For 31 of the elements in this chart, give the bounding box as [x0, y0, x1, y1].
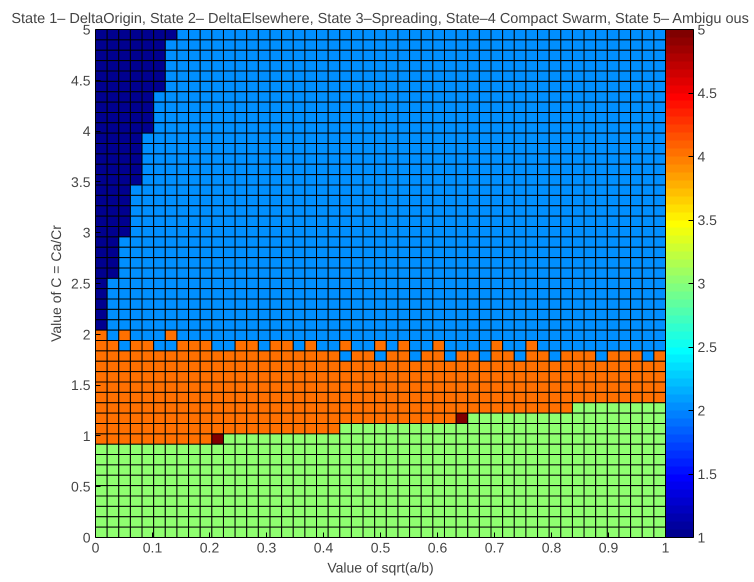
- y-tick-label: 0.5: [71, 478, 91, 495]
- x-tick-label: 0.3: [256, 540, 276, 556]
- y-tick-label: 3: [82, 224, 91, 241]
- x-axis-title: Value of sqrt(a/b): [327, 560, 434, 576]
- y-tick-label: 4.5: [71, 72, 91, 88]
- x-tick-label: 0.7: [484, 540, 504, 556]
- color-bar-label: 1: [698, 530, 706, 546]
- y-tick-label: 2: [82, 326, 91, 342]
- y-tick-label: 3.5: [71, 174, 91, 190]
- color-bar-label: 4: [698, 148, 706, 164]
- y-tick-label: 1: [82, 428, 91, 444]
- x-tick-label: 0.5: [370, 540, 390, 556]
- x-tick-label: 0.2: [200, 540, 220, 556]
- y-tick-label: 2.5: [71, 276, 91, 292]
- color-bar-label: 3.5: [698, 212, 718, 228]
- x-tick-label: 0.4: [314, 540, 334, 556]
- color-bar-label: 1.5: [698, 466, 718, 482]
- y-axis-title: Value of C = Ca/Cr: [48, 224, 64, 342]
- color-bar-label: 3: [698, 276, 706, 292]
- y-tick-label: 4: [82, 123, 91, 140]
- color-bar-label: 4.5: [698, 85, 718, 101]
- x-tick-label: 1: [662, 540, 670, 556]
- chart-title: State 1– DeltaOrigin, State 2– DeltaElsewhere, State 3–Spreading, State–4 Compact Swarm, State 5– Ambigu ous: [11, 11, 749, 27]
- color-bar-label: 2.5: [698, 339, 718, 355]
- color-bar-label: 2: [698, 402, 706, 418]
- y-tick-label: 0: [82, 530, 91, 546]
- x-tick-label: 0.6: [428, 540, 448, 556]
- y-tick-label: 1.5: [71, 377, 91, 394]
- x-tick-label: 0.9: [598, 540, 618, 556]
- x-tick-label: 0.1: [142, 540, 162, 556]
- x-tick-label: 0.8: [542, 540, 562, 556]
